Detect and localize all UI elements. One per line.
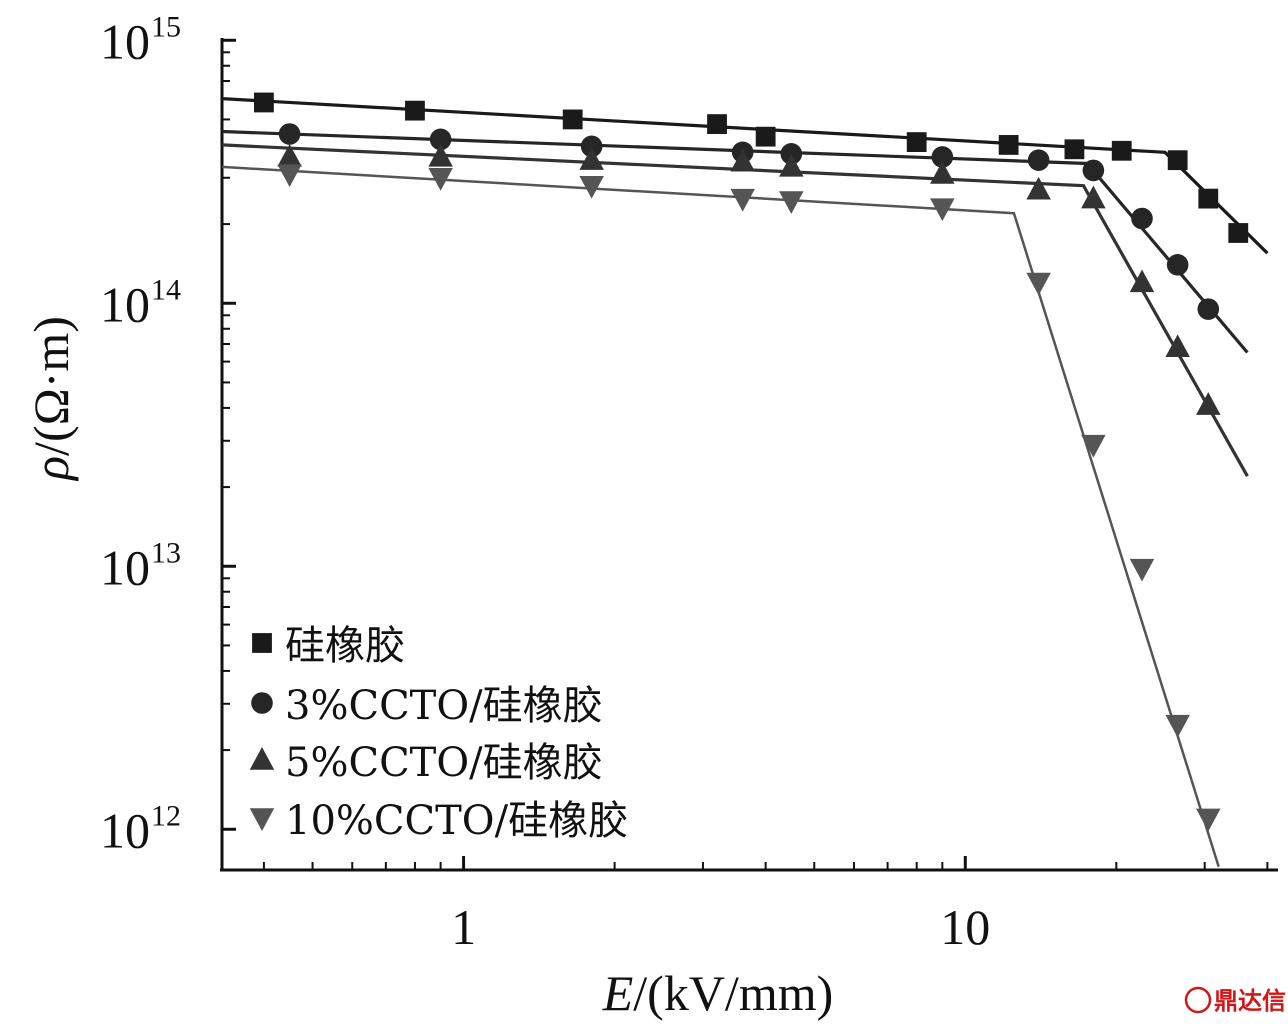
data-point-series-2 [429,128,452,151]
data-point-series-1 [1064,139,1085,160]
data-point-series-3 [1165,334,1190,358]
legend-marker-1 [252,633,272,653]
data-point-series-2 [931,146,954,168]
y-tick-label: 10 [100,13,150,69]
data-point-series-2 [1166,254,1189,276]
x-tick-label: 10 [940,899,990,955]
y-tick-label: 10 [100,802,150,858]
plot-frame [220,38,1278,872]
data-point-series-3 [1129,269,1155,293]
y-tick-exponent: 13 [151,536,181,569]
fit-line-3 [221,143,1249,477]
legend-marker-2 [251,692,273,714]
data-point-series-4 [277,164,302,187]
x-tick-labels: 1 10 [451,899,990,955]
data-point-series-3 [579,147,604,170]
data-point-series-1 [1198,188,1219,209]
data-markers [254,92,1249,832]
watermark-logo-icon [1184,986,1212,1014]
data-point-series-4 [428,168,453,191]
legend-label-3: 5%CCTO/硅橡胶 [285,740,603,786]
axis-ticks [222,38,1269,870]
data-point-series-1 [906,132,927,152]
data-point-series-3 [779,153,804,177]
legend-label-4: 10%CCTO/硅橡胶 [285,798,628,844]
data-point-series-4 [930,198,955,222]
fit-line-1 [221,97,1269,255]
legend: 硅橡胶 3%CCTO/硅橡胶 5%CCTO/硅橡胶 10%CCTO/硅橡胶 [249,623,628,844]
x-tick-label: 1 [451,899,476,955]
data-point-series-4 [1026,272,1051,296]
data-point-series-3 [930,161,955,184]
watermark: 鼎达信 [1184,986,1286,1015]
data-point-series-4 [1129,558,1155,582]
legend-marker-3 [249,747,275,770]
y-tick-exponent: 15 [151,10,181,43]
data-point-series-3 [730,148,755,172]
data-point-series-1 [707,114,727,134]
data-point-series-4 [579,175,604,199]
data-point-series-3 [277,143,302,167]
data-point-series-1 [998,135,1019,155]
legend-label-2: 3%CCTO/硅橡胶 [285,683,603,729]
data-point-series-1 [254,92,274,113]
data-point-series-1 [562,109,583,130]
data-point-series-4 [1196,808,1221,832]
data-point-series-4 [730,188,755,212]
data-point-series-1 [405,100,425,121]
y-tick-label: 10 [100,539,150,595]
data-point-series-3 [428,143,453,167]
data-point-series-2 [278,123,301,145]
data-point-series-4 [1081,434,1106,458]
data-point-series-2 [1131,207,1153,230]
x-axis-label: E/(kV/mm) [602,965,834,1021]
data-point-series-1 [755,126,776,147]
y-tick-exponent: 14 [151,273,181,306]
data-point-series-4 [1165,714,1190,738]
data-point-series-3 [1026,176,1051,200]
fit-line-4 [221,165,1220,868]
data-point-series-3 [1081,185,1106,209]
data-point-series-2 [580,135,603,158]
data-point-series-2 [1197,298,1220,320]
data-point-series-1 [1111,140,1132,161]
y-tick-label: 10 [100,276,150,332]
watermark-text: 鼎达信 [1214,987,1286,1015]
legend-label-1: 硅橡胶 [285,623,405,669]
data-point-series-2 [1082,159,1105,182]
y-tick-exponent: 12 [151,799,181,832]
y-axis-label: ρ/(Ω·m) [23,316,79,482]
data-point-series-2 [1027,149,1050,171]
data-point-series-1 [1167,150,1188,171]
data-point-series-1 [1228,223,1249,243]
data-point-series-4 [779,191,804,214]
legend-marker-4 [249,808,275,831]
data-point-series-3 [1196,392,1221,415]
data-point-series-2 [780,143,803,165]
